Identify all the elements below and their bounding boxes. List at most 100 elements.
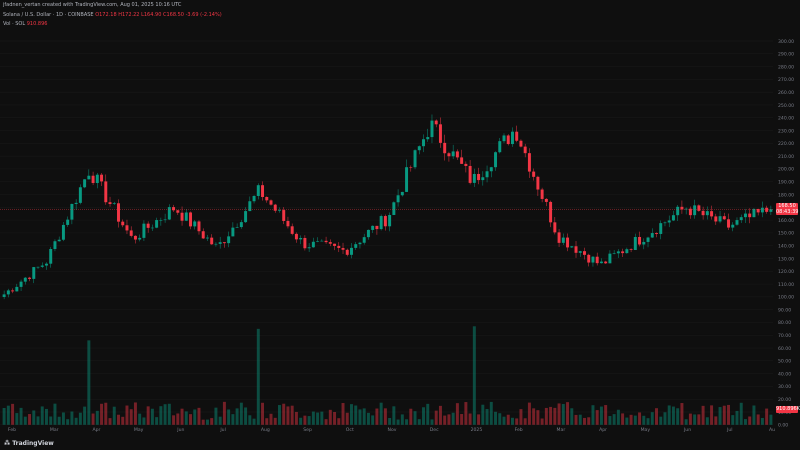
candle-body bbox=[303, 237, 307, 249]
volume-bar bbox=[83, 406, 87, 425]
candle-body bbox=[53, 241, 57, 249]
price-tick-label: 20.00 bbox=[778, 397, 791, 403]
candle-body bbox=[595, 256, 599, 264]
volume-bar bbox=[383, 408, 387, 425]
candle-body bbox=[536, 176, 540, 190]
price-tick-label: 200.00 bbox=[778, 167, 794, 173]
time-tick-label: 2025 bbox=[471, 427, 483, 433]
candle-body bbox=[44, 263, 48, 266]
volume-bar bbox=[159, 406, 163, 425]
ohlc-values: O172.18 H172.22 L164.90 C168.50 -3.69 (-… bbox=[95, 12, 222, 18]
volume-bar bbox=[354, 405, 358, 425]
volume-bar bbox=[362, 408, 366, 425]
candle-body bbox=[722, 216, 726, 220]
candle-body bbox=[354, 244, 358, 248]
candle-body bbox=[599, 261, 603, 264]
volume-bar bbox=[167, 403, 171, 425]
volume-bar bbox=[655, 408, 658, 425]
candle-body bbox=[430, 120, 434, 138]
volume-bar bbox=[549, 406, 553, 425]
volume-bar bbox=[150, 408, 154, 425]
volume-bar bbox=[108, 418, 112, 425]
candle-body bbox=[400, 191, 404, 196]
volume-bar bbox=[125, 405, 129, 425]
candle-body bbox=[49, 248, 53, 264]
volume-bar bbox=[218, 416, 222, 425]
volume-bar bbox=[227, 409, 231, 425]
volume-bar bbox=[659, 416, 663, 425]
volume-bar bbox=[519, 409, 523, 425]
price-tick-label: 140.00 bbox=[778, 243, 794, 249]
volume-bar bbox=[574, 414, 578, 425]
candle-body bbox=[100, 174, 104, 182]
candle-body bbox=[451, 151, 455, 157]
candle-body bbox=[87, 175, 91, 180]
volume-bar bbox=[32, 410, 36, 425]
candle-body bbox=[311, 241, 315, 248]
volume-bar bbox=[74, 417, 78, 425]
candle-body bbox=[494, 152, 498, 168]
candle-body bbox=[434, 120, 438, 125]
candle-body bbox=[438, 124, 442, 143]
volume-bar bbox=[464, 402, 468, 425]
volume-bar bbox=[172, 415, 176, 425]
price-tick-label: 290.00 bbox=[778, 52, 794, 58]
candle-body bbox=[108, 202, 112, 205]
price-tick-label: 30.00 bbox=[778, 384, 791, 390]
volume-bar bbox=[210, 418, 214, 425]
candle-body bbox=[159, 220, 163, 221]
price-tick-label: 40.00 bbox=[778, 371, 791, 377]
volume-bar bbox=[447, 414, 451, 425]
candle-body bbox=[413, 150, 417, 168]
candle-body bbox=[95, 174, 99, 184]
candle-body bbox=[261, 185, 265, 197]
volume-bar bbox=[701, 405, 705, 425]
volume-bar bbox=[121, 416, 125, 425]
candle-body bbox=[146, 223, 150, 228]
volume-bar bbox=[133, 402, 137, 425]
candle-body bbox=[66, 219, 70, 225]
candle-body bbox=[294, 233, 298, 240]
candle-body bbox=[117, 203, 120, 222]
candle-body bbox=[680, 206, 684, 210]
volume-bar bbox=[324, 419, 328, 425]
volume-bar bbox=[28, 414, 32, 425]
symbol-name[interactable]: Solana / U.S. Dollar · 1D · COINBASE bbox=[3, 12, 94, 18]
tradingview-logo[interactable]: ⁂ TradingView bbox=[4, 440, 54, 447]
candle-body bbox=[714, 216, 718, 222]
candle-body bbox=[129, 230, 133, 236]
candle-body bbox=[608, 253, 612, 264]
volume-bar bbox=[510, 417, 514, 425]
candle-body bbox=[350, 247, 353, 255]
time-tick-label: Aug bbox=[261, 427, 270, 433]
candle-body bbox=[502, 135, 506, 142]
candle-body bbox=[616, 251, 620, 254]
candle-body bbox=[307, 247, 311, 249]
volume-bar bbox=[417, 419, 421, 425]
volume-bar bbox=[189, 414, 192, 425]
candle-body bbox=[489, 167, 493, 172]
volume-bar bbox=[578, 414, 582, 425]
volume-bar bbox=[663, 412, 667, 425]
volume-bar bbox=[11, 403, 15, 425]
time-tick-label: Mar bbox=[50, 427, 59, 433]
time-tick-label: Nov bbox=[388, 427, 397, 433]
candle-body bbox=[358, 242, 362, 245]
volume-bar bbox=[345, 412, 349, 425]
candle-body bbox=[743, 213, 747, 218]
candle-body bbox=[324, 240, 328, 243]
candle-body bbox=[519, 140, 523, 147]
candle-body bbox=[133, 235, 137, 240]
volume-bar bbox=[540, 418, 544, 425]
candle-body bbox=[629, 249, 633, 250]
candle-body bbox=[659, 223, 663, 234]
volume-bar bbox=[536, 410, 540, 425]
candle-body bbox=[557, 232, 561, 243]
volume-bar bbox=[294, 411, 298, 425]
volume-bar bbox=[320, 411, 324, 425]
volume-bar bbox=[256, 328, 260, 425]
volume-bar bbox=[201, 419, 205, 425]
candle-body bbox=[83, 179, 87, 188]
volume-bar bbox=[23, 416, 27, 425]
